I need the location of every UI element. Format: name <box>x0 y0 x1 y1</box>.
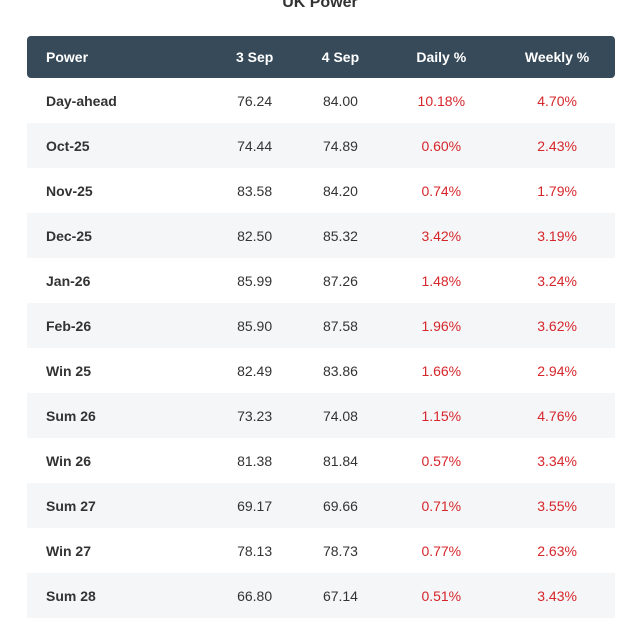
weekly-change: 2.94% <box>537 362 577 379</box>
daily-change: 0.71% <box>421 497 462 514</box>
price-3-sep: 83.58 <box>237 182 273 199</box>
page-title: UK Power <box>282 0 358 11</box>
daily-change: 1.96% <box>421 317 462 334</box>
row-label: Nov-25 <box>46 182 93 199</box>
price-3-sep: 73.23 <box>237 407 273 424</box>
daily-change: 1.66% <box>421 362 462 379</box>
row-label: Win 27 <box>46 542 91 559</box>
weekly-change: 3.43% <box>537 587 577 604</box>
weekly-change: 3.19% <box>537 227 577 244</box>
price-4-sep: 85.32 <box>322 227 358 244</box>
row-label: Oct-25 <box>46 137 90 154</box>
price-4-sep: 84.20 <box>322 182 358 199</box>
column-header-daily-pct: Daily % <box>416 49 467 65</box>
weekly-change: 3.24% <box>537 272 577 289</box>
price-4-sep: 78.73 <box>322 542 358 559</box>
price-3-sep: 76.24 <box>237 92 273 109</box>
price-3-sep: 66.80 <box>237 587 273 604</box>
row-label: Dec-25 <box>46 227 92 244</box>
column-header-weekly-pct: Weekly % <box>524 49 590 65</box>
daily-change: 0.60% <box>421 137 462 154</box>
row-label: Sum 28 <box>46 587 96 604</box>
price-4-sep: 74.08 <box>322 407 358 424</box>
table-row: Oct-25 74.44 74.89 0.60% 2.43% <box>27 123 615 168</box>
row-label: Feb-26 <box>46 317 92 334</box>
daily-change: 10.18% <box>417 92 466 109</box>
table-row: Day-ahead 76.24 84.00 10.18% 4.70% <box>27 78 615 123</box>
weekly-change: 3.34% <box>537 452 577 469</box>
price-4-sep: 69.66 <box>322 497 358 514</box>
weekly-change: 2.43% <box>537 137 577 154</box>
table-row: Dec-25 82.50 85.32 3.42% 3.19% <box>27 213 615 258</box>
row-label: Win 26 <box>46 452 91 469</box>
table-row: Jan-26 85.99 87.26 1.48% 3.24% <box>27 258 615 303</box>
daily-change: 0.57% <box>421 452 462 469</box>
weekly-change: 3.55% <box>537 497 577 514</box>
price-4-sep: 84.00 <box>322 92 358 109</box>
column-header-4-sep: 4 Sep <box>321 49 360 65</box>
row-label: Sum 27 <box>46 497 96 514</box>
price-3-sep: 81.38 <box>237 452 273 469</box>
table-row: Win 25 82.49 83.86 1.66% 2.94% <box>27 348 615 393</box>
daily-change: 0.74% <box>421 182 462 199</box>
table-row: Sum 27 69.17 69.66 0.71% 3.55% <box>27 483 615 528</box>
daily-change: 1.48% <box>421 272 462 289</box>
price-4-sep: 67.14 <box>322 587 358 604</box>
price-3-sep: 82.49 <box>237 362 273 379</box>
price-4-sep: 87.26 <box>322 272 358 289</box>
table-row: Sum 28 66.80 67.14 0.51% 3.43% <box>27 573 615 618</box>
weekly-change: 2.63% <box>537 542 577 559</box>
daily-change: 1.15% <box>421 407 462 424</box>
price-3-sep: 69.17 <box>237 497 273 514</box>
row-label: Jan-26 <box>46 272 91 289</box>
price-4-sep: 87.58 <box>322 317 358 334</box>
price-3-sep: 78.13 <box>237 542 273 559</box>
daily-change: 0.77% <box>421 542 462 559</box>
table-row: Sum 26 73.23 74.08 1.15% 4.76% <box>27 393 615 438</box>
column-header-3-sep: 3 Sep <box>235 49 274 65</box>
weekly-change: 4.70% <box>537 92 577 109</box>
price-4-sep: 83.86 <box>322 362 358 379</box>
weekly-change: 1.79% <box>537 182 577 199</box>
price-table: Power 3 Sep 4 Sep Daily % Weekly % Day-a… <box>27 36 615 618</box>
row-label: Day-ahead <box>46 92 117 109</box>
price-3-sep: 74.44 <box>237 137 273 154</box>
column-header-power: Power <box>46 49 89 65</box>
price-3-sep: 82.50 <box>237 227 273 244</box>
row-label: Sum 26 <box>46 407 96 424</box>
daily-change: 3.42% <box>421 227 462 244</box>
price-4-sep: 74.89 <box>322 137 358 154</box>
row-label: Win 25 <box>46 362 91 379</box>
table-header: Power 3 Sep 4 Sep Daily % Weekly % <box>27 36 615 78</box>
table-row: Feb-26 85.90 87.58 1.96% 3.62% <box>27 303 615 348</box>
price-3-sep: 85.90 <box>237 317 273 334</box>
table-row: Win 27 78.13 78.73 0.77% 2.63% <box>27 528 615 573</box>
weekly-change: 3.62% <box>537 317 577 334</box>
table-row: Nov-25 83.58 84.20 0.74% 1.79% <box>27 168 615 213</box>
price-3-sep: 85.99 <box>237 272 273 289</box>
table-row: Win 26 81.38 81.84 0.57% 3.34% <box>27 438 615 483</box>
price-4-sep: 81.84 <box>322 452 358 469</box>
daily-change: 0.51% <box>421 587 462 604</box>
weekly-change: 4.76% <box>537 407 577 424</box>
